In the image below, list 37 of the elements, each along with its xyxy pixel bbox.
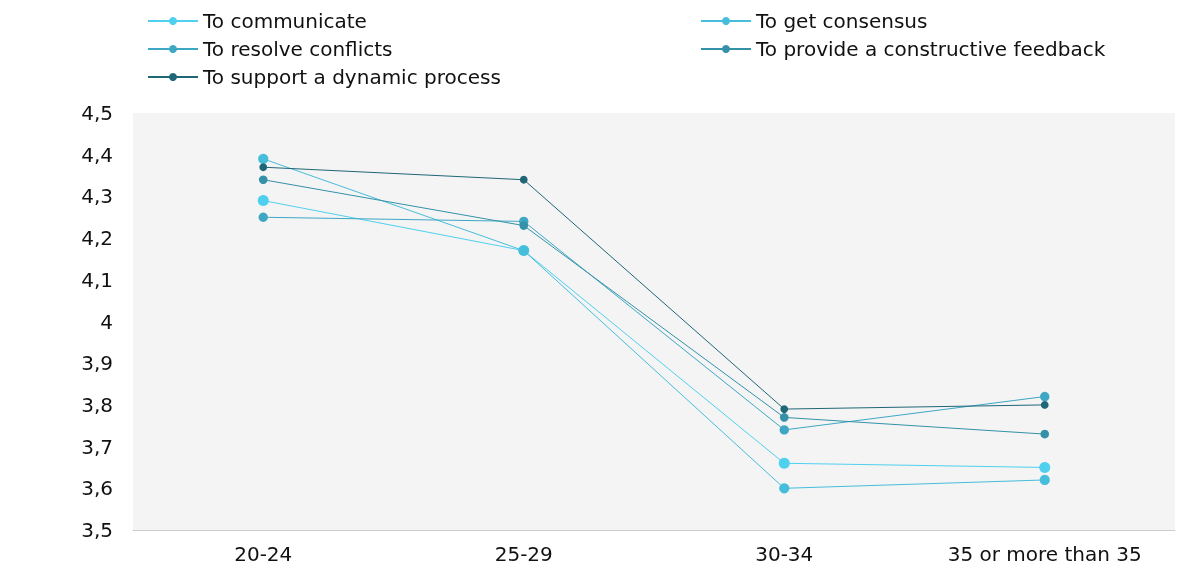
point <box>779 425 789 435</box>
x-tick-label: 35 or more than 35 <box>947 542 1142 566</box>
y-tick-label: 4,3 <box>81 184 113 209</box>
y-tick-label: 3,9 <box>81 351 113 376</box>
point <box>1040 391 1050 402</box>
point <box>519 175 528 184</box>
x-tick-label: 25-29 <box>494 542 553 566</box>
point <box>779 483 790 494</box>
y-tick-label: 3,8 <box>81 392 113 417</box>
legend-label: To support a dynamic process <box>202 65 501 89</box>
y-tick-label: 4,5 <box>81 101 113 125</box>
y-tick-label: 4,1 <box>81 267 113 292</box>
point <box>519 221 529 230</box>
y-tick-label: 3,5 <box>81 518 113 542</box>
point <box>778 457 790 469</box>
legend-label: To communicate <box>202 9 367 33</box>
point <box>259 163 268 172</box>
y-tick-label: 4,2 <box>81 226 113 251</box>
point <box>258 175 268 185</box>
legend-label: To get consensus <box>755 9 928 33</box>
legend-label: To provide a constructive feedback <box>755 37 1106 61</box>
legend-label: To resolve conflicts <box>202 37 393 61</box>
y-tick-label: 4,4 <box>81 142 113 167</box>
point <box>780 405 789 413</box>
x-tick-label: 20-24 <box>234 542 293 566</box>
y-tick-label: 3,6 <box>81 476 113 501</box>
point <box>779 413 789 422</box>
y-tick-label: 3,7 <box>81 434 113 459</box>
point <box>258 153 269 164</box>
point <box>1039 474 1050 486</box>
point <box>1040 429 1050 439</box>
point <box>258 212 268 222</box>
x-tick-label: 30-34 <box>755 542 814 566</box>
y-tick-label: 4 <box>100 309 113 334</box>
point <box>1040 401 1049 409</box>
point <box>1039 461 1051 473</box>
point <box>257 195 269 207</box>
